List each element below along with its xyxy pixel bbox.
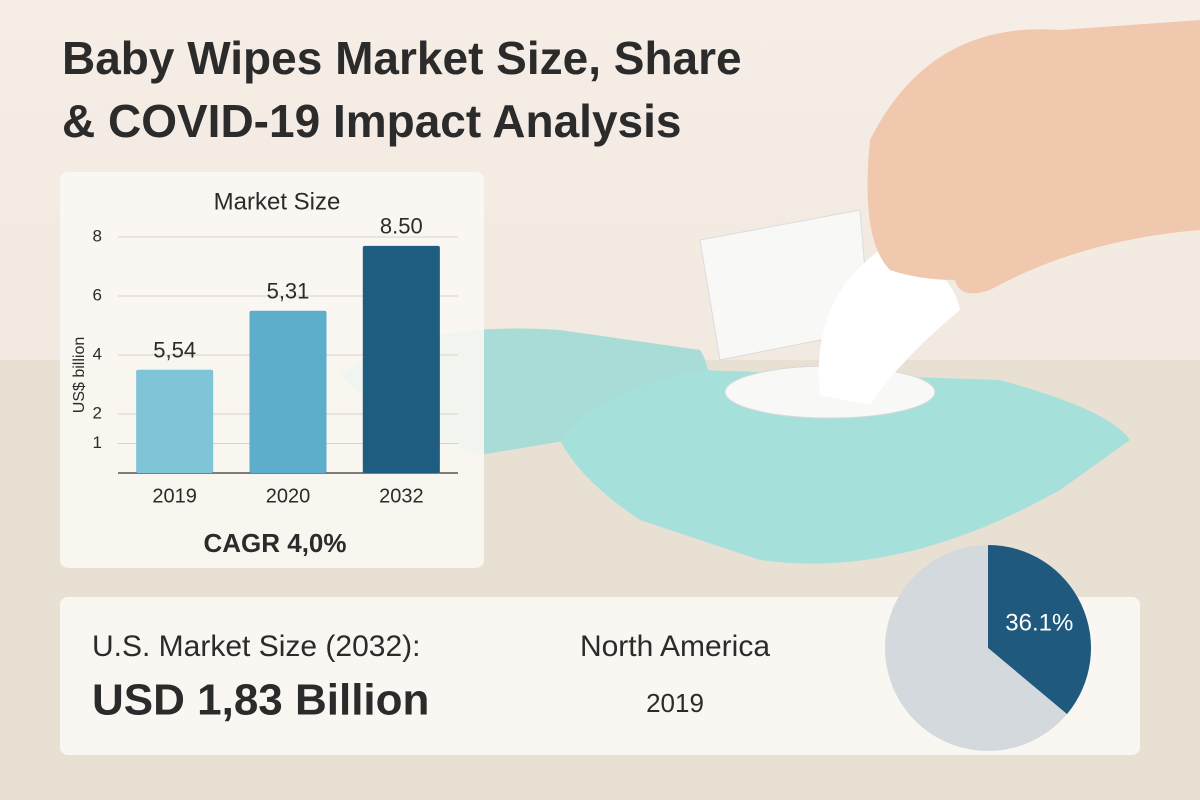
title-line: Baby Wipes Market Size, Share	[62, 32, 742, 84]
us-label: U.S. Market Size (2032):	[92, 630, 420, 663]
pie-slice	[988, 545, 1091, 715]
plots: 1 2 4 6 8 5,54 2019 5,31 2020 8.50 2032 36.1%	[93, 214, 1091, 751]
hand	[867, 20, 1200, 294]
front-pack	[560, 370, 1130, 564]
region: North America	[580, 630, 770, 663]
bar-annotation: 8.50	[380, 214, 423, 239]
summary-panel	[60, 597, 1140, 755]
y-axis-label: US$ billion	[71, 337, 88, 413]
chart-title: Market Size	[214, 188, 341, 215]
y-tick-label: 2	[93, 403, 102, 422]
pie-slice	[884, 545, 1067, 751]
x-tick-label: 2019	[152, 485, 197, 507]
region-year: 2019	[646, 688, 704, 718]
title-line: & COVID-19 Impact Analysis	[62, 95, 682, 147]
bar	[249, 310, 327, 473]
y-tick-label: 8	[93, 226, 102, 245]
bar-annotation: 5,54	[153, 338, 196, 363]
us-value: USD 1,83 Billion	[92, 676, 429, 725]
bar-annotation: 5,31	[267, 279, 310, 304]
x-tick-label: 2032	[379, 485, 424, 507]
wipe	[818, 250, 960, 405]
x-tick-label: 2020	[266, 485, 311, 507]
bar	[136, 369, 214, 473]
y-tick-label: 4	[93, 344, 102, 363]
y-tick-label: 1	[93, 433, 102, 452]
y-tick-label: 6	[93, 285, 102, 304]
bar	[362, 245, 440, 473]
cagr: CAGR 4,0%	[203, 528, 346, 558]
pie-label: 36.1%	[1005, 609, 1073, 636]
